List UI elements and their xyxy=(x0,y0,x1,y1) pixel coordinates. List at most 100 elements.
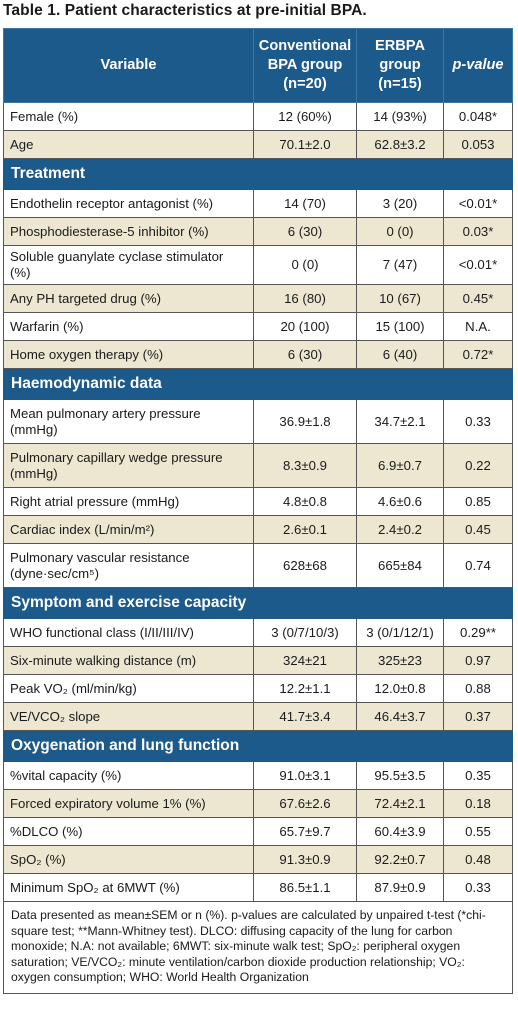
p-value: 0.45* xyxy=(443,284,513,313)
erbpa-value: 3 (0/1/12/1) xyxy=(356,618,444,647)
erbpa-value: 7 (47) xyxy=(356,245,444,285)
erbpa-value: 0 (0) xyxy=(356,217,444,246)
row-label: WHO functional class (I/II/III/IV) xyxy=(3,618,254,647)
conventional-value: 4.8±0.8 xyxy=(253,487,357,516)
section-heading-row: Symptom and exercise capacity xyxy=(3,587,513,619)
table-row: Pulmonary capillary wedge pressure (mmHg… xyxy=(3,443,513,488)
erbpa-value: 87.9±0.9 xyxy=(356,873,444,902)
row-label: Cardiac index (L/min/m²) xyxy=(3,515,254,544)
table-row: Right atrial pressure (mmHg) 4.8±0.8 4.6±0… xyxy=(3,487,513,516)
p-value: 0.37 xyxy=(443,702,513,731)
table-body: Female (%) 12 (60%) 14 (93%) 0.048* Age 70.1±… xyxy=(3,102,513,902)
header-erbpa-line3: (n=15) xyxy=(378,76,422,92)
row-label: Right atrial pressure (mmHg) xyxy=(3,487,254,516)
conventional-value: 2.6±0.1 xyxy=(253,515,357,544)
erbpa-value: 60.4±3.9 xyxy=(356,817,444,846)
p-value: 0.45 xyxy=(443,515,513,544)
erbpa-value: 72.4±2.1 xyxy=(356,789,444,818)
table-row: Peak VO₂ (ml/min/kg) 12.2±1.1 12.0±0.8 0.88 xyxy=(3,674,513,703)
header-conventional-line3: (n=20) xyxy=(283,76,327,92)
row-label: SpO₂ (%) xyxy=(3,845,254,874)
row-label: Endothelin receptor antagonist (%) xyxy=(3,189,254,218)
row-label: Soluble guanylate cyclase stimulator (%) xyxy=(3,245,254,285)
erbpa-value: 6 (40) xyxy=(356,340,444,369)
conventional-value: 3 (0/7/10/3) xyxy=(253,618,357,647)
p-value: 0.33 xyxy=(443,399,513,444)
erbpa-value: 665±84 xyxy=(356,543,444,588)
table-row: Minimum SpO₂ at 6MWT (%) 86.5±1.1 87.9±0.9… xyxy=(3,873,513,902)
p-value: 0.85 xyxy=(443,487,513,516)
row-label: Female (%) xyxy=(3,102,254,131)
erbpa-value: 95.5±3.5 xyxy=(356,761,444,790)
row-label: Forced expiratory volume 1% (%) xyxy=(3,789,254,818)
p-value: 0.053 xyxy=(443,130,513,159)
conventional-value: 12.2±1.1 xyxy=(253,674,357,703)
p-value: 0.22 xyxy=(443,443,513,488)
section-heading-row: Oxygenation and lung function xyxy=(3,730,513,762)
header-pvalue-text: p-value xyxy=(452,57,504,73)
row-label: Age xyxy=(3,130,254,159)
header-conventional-line1: Conventional xyxy=(258,38,352,54)
p-value: 0.35 xyxy=(443,761,513,790)
erbpa-value: 10 (67) xyxy=(356,284,444,313)
conventional-value: 16 (80) xyxy=(253,284,357,313)
p-value: 0.048* xyxy=(443,102,513,131)
erbpa-value: 46.4±3.7 xyxy=(356,702,444,731)
table-row: Six-minute walking distance (m) 324±21 325… xyxy=(3,646,513,675)
conventional-value: 6 (30) xyxy=(253,340,357,369)
p-value: 0.55 xyxy=(443,817,513,846)
p-value: N.A. xyxy=(443,312,513,341)
table-row: Forced expiratory volume 1% (%) 67.6±2.6 7… xyxy=(3,789,513,818)
conventional-value: 91.3±0.9 xyxy=(253,845,357,874)
p-value: 0.33 xyxy=(443,873,513,902)
table-row: SpO₂ (%) 91.3±0.9 92.2±0.7 0.48 xyxy=(3,845,513,874)
table-row: Cardiac index (L/min/m²) 2.6±0.1 2.4±0.2 0.… xyxy=(3,515,513,544)
conventional-value: 12 (60%) xyxy=(253,102,357,131)
conventional-value: 0 (0) xyxy=(253,245,357,285)
table-row: %DLCO (%) 65.7±9.7 60.4±3.9 0.55 xyxy=(3,817,513,846)
header-conventional-line2: BPA group xyxy=(267,57,343,73)
row-label: Home oxygen therapy (%) xyxy=(3,340,254,369)
p-value: <0.01* xyxy=(443,189,513,218)
table-title: Table 1. Patient characteristics at pre-… xyxy=(3,2,367,19)
conventional-value: 8.3±0.9 xyxy=(253,443,357,488)
row-label: Six-minute walking distance (m) xyxy=(3,646,254,675)
table-row: Endothelin receptor antagonist (%) 14 (70… xyxy=(3,189,513,218)
table-row: Soluble guanylate cyclase stimulator (%)… xyxy=(3,245,513,285)
conventional-value: 14 (70) xyxy=(253,189,357,218)
table-row: Female (%) 12 (60%) 14 (93%) 0.048* xyxy=(3,102,513,131)
table-figure: Table 1. Patient characteristics at pre-… xyxy=(3,2,513,994)
row-label: Any PH targeted drug (%) xyxy=(3,284,254,313)
p-value: 0.72* xyxy=(443,340,513,369)
conventional-value: 91.0±3.1 xyxy=(253,761,357,790)
row-label: %DLCO (%) xyxy=(3,817,254,846)
erbpa-value: 15 (100) xyxy=(356,312,444,341)
conventional-value: 41.7±3.4 xyxy=(253,702,357,731)
header-erbpa-line2: group xyxy=(379,57,421,73)
erbpa-value: 12.0±0.8 xyxy=(356,674,444,703)
p-value: 0.74 xyxy=(443,543,513,588)
table-row: Age 70.1±2.0 62.8±3.2 0.053 xyxy=(3,130,513,159)
table-row: Phosphodiesterase-5 inhibitor (%) 6 (30) 0… xyxy=(3,217,513,246)
conventional-value: 6 (30) xyxy=(253,217,357,246)
table-row: Home oxygen therapy (%) 6 (30) 6 (40) 0.72* xyxy=(3,340,513,369)
header-variable: Variable xyxy=(3,28,254,103)
conventional-value: 86.5±1.1 xyxy=(253,873,357,902)
header-pvalue: p-value xyxy=(443,28,513,103)
footnote: Data presented as mean±SEM or n (%). p-v… xyxy=(3,901,513,994)
p-value: <0.01* xyxy=(443,245,513,285)
header-conventional: Conventional BPA group (n=20) xyxy=(253,28,357,103)
table-row: Mean pulmonary artery pressure (mmHg) 36.… xyxy=(3,399,513,444)
conventional-value: 20 (100) xyxy=(253,312,357,341)
row-label: VE/VCO₂ slope xyxy=(3,702,254,731)
table-row: Any PH targeted drug (%) 16 (80) 10 (67) 0.… xyxy=(3,284,513,313)
table-row: Pulmonary vascular resistance (dyne·sec/… xyxy=(3,543,513,588)
erbpa-value: 4.6±0.6 xyxy=(356,487,444,516)
table-row: %vital capacity (%) 91.0±3.1 95.5±3.5 0.35 xyxy=(3,761,513,790)
erbpa-value: 6.9±0.7 xyxy=(356,443,444,488)
erbpa-value: 62.8±3.2 xyxy=(356,130,444,159)
p-value: 0.18 xyxy=(443,789,513,818)
header-erbpa-line1: ERBPA xyxy=(374,38,425,54)
erbpa-value: 3 (20) xyxy=(356,189,444,218)
row-label: Minimum SpO₂ at 6MWT (%) xyxy=(3,873,254,902)
